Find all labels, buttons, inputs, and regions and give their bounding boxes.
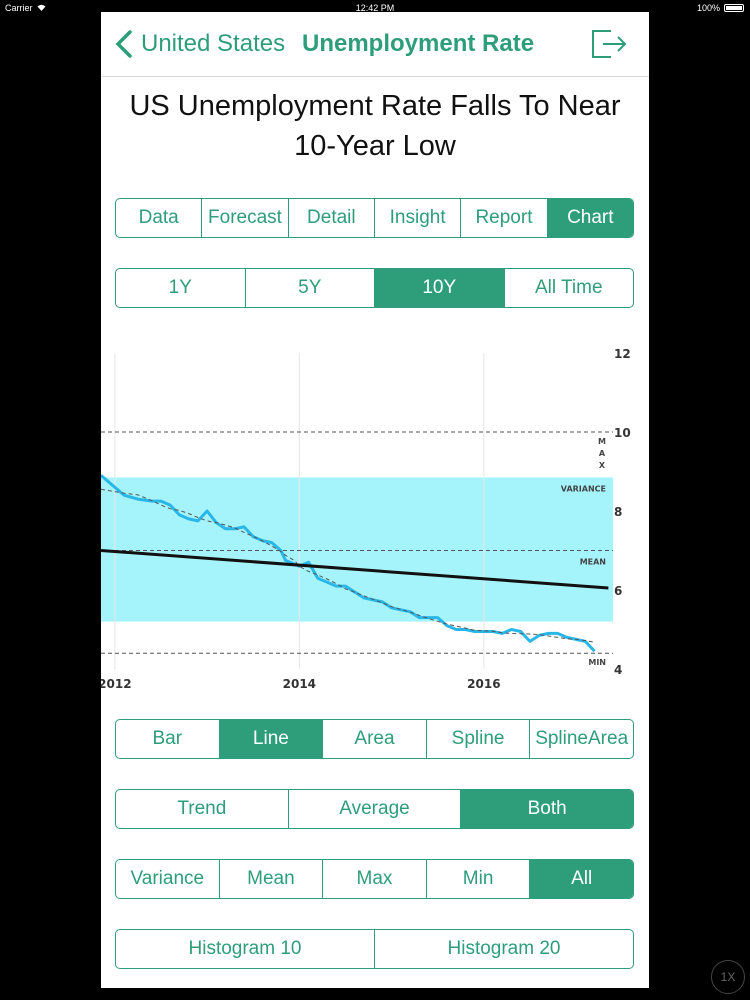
headline: US Unemployment Rate Falls To Near 10-Ye… — [129, 90, 621, 162]
segment-all[interactable]: All — [529, 860, 633, 898]
wifi-icon — [37, 4, 46, 11]
segment-detail[interactable]: Detail — [287, 199, 374, 237]
zoom-button[interactable]: 1X — [711, 960, 745, 994]
segment-histogram-20[interactable]: Histogram 20 — [374, 930, 633, 968]
carrier-label: Carrier — [5, 3, 33, 13]
chart-type-tabs: Bar Line Area Spline SplineArea — [115, 719, 634, 759]
annotation-max-letter: X — [599, 461, 606, 470]
navigation-bar: United States Unemployment Rate — [101, 12, 649, 77]
segment-min[interactable]: Min — [425, 860, 530, 898]
segment-1y[interactable]: 1Y — [168, 277, 192, 298]
segment-report[interactable]: Report — [460, 199, 546, 237]
trend-line — [101, 549, 609, 590]
app-screen: United States Unemployment Rate US Unemp… — [101, 12, 649, 988]
range-tabs: 1Y 5Y 10Y All Time — [115, 268, 634, 308]
annotation-variance: VARIANCE — [561, 484, 606, 493]
segment-data[interactable]: Data — [138, 207, 179, 228]
chart-canvas: 4 6 8 10 12 2012 2014 2016 MAX VARIANCE MEAN MIN — [101, 347, 631, 689]
overlay-tabs: Trend Average Both — [115, 789, 634, 829]
segment-5y[interactable]: 5Y — [244, 269, 375, 307]
battery-icon — [724, 4, 744, 12]
nav-title: Unemployment Rate — [302, 30, 535, 57]
segment-variance[interactable]: Variance — [130, 868, 205, 889]
segment-area[interactable]: Area — [322, 720, 426, 758]
logout-icon[interactable] — [589, 26, 629, 62]
annotation-max-letter: A — [599, 449, 606, 458]
segment-mean[interactable]: Mean — [218, 860, 323, 898]
series-line — [101, 474, 596, 653]
segment-insight[interactable]: Insight — [373, 199, 460, 237]
status-bar: Carrier 12:42 PM 100% — [0, 0, 750, 16]
variance-band — [101, 477, 613, 622]
main-tabs: Data Forecast Detail Insight Report Chart — [115, 198, 634, 238]
battery-percent: 100% — [696, 3, 720, 13]
segment-spline[interactable]: Spline — [425, 720, 530, 758]
segment-bar[interactable]: Bar — [152, 728, 183, 749]
segment-line[interactable]: Line — [218, 720, 323, 758]
segment-10y[interactable]: 10Y — [374, 269, 504, 307]
back-button-label[interactable]: United States — [141, 30, 286, 57]
chart: 4 6 8 10 12 2012 2014 2016 M A X VARIANCE MEAN MIN — [101, 339, 649, 689]
y-tick-label: 8 — [614, 505, 622, 519]
stat-tabs: Variance Mean Max Min All — [115, 859, 634, 899]
annotation-min: MIN — [588, 658, 606, 667]
segment-histogram-10[interactable]: Histogram 10 — [188, 938, 302, 959]
annotation-max-letter: M — [598, 437, 606, 446]
y-tick-label: 12 — [614, 347, 631, 361]
y-tick-label: 4 — [614, 663, 622, 677]
y-tick-label: 10 — [614, 426, 631, 440]
x-tick-label: 2014 — [283, 677, 316, 689]
segment-all-time[interactable]: All Time — [503, 269, 634, 307]
histogram-tabs: Histogram 10 Histogram 20 — [115, 929, 634, 969]
average-line — [101, 488, 595, 643]
segment-trend[interactable]: Trend — [177, 798, 227, 819]
segment-forecast[interactable]: Forecast — [201, 199, 287, 237]
x-tick-label: 2012 — [101, 677, 132, 689]
y-tick-label: 6 — [614, 584, 622, 598]
segment-chart[interactable]: Chart — [546, 199, 633, 237]
segment-average[interactable]: Average — [287, 790, 461, 828]
segment-max[interactable]: Max — [322, 860, 426, 898]
segment-splinearea[interactable]: SplineArea — [529, 720, 633, 758]
back-chevron-icon[interactable] — [113, 30, 135, 58]
status-time: 12:42 PM — [355, 3, 395, 13]
segment-both[interactable]: Both — [460, 790, 633, 828]
annotation-mean: MEAN — [580, 558, 606, 567]
x-tick-label: 2016 — [467, 677, 500, 689]
